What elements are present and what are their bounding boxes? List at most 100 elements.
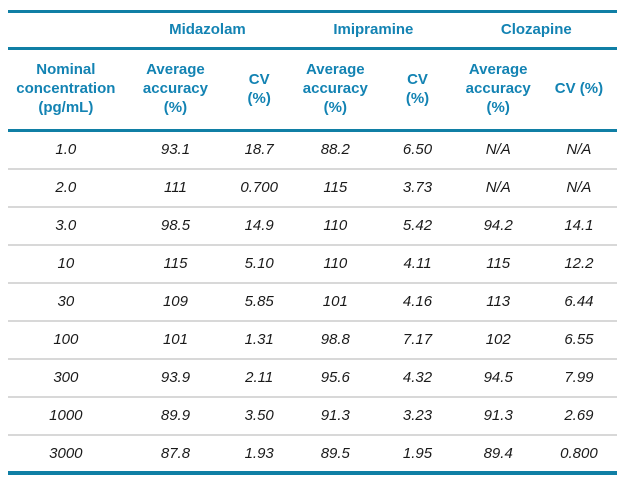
cell-imipramine-cv: 4.32: [402, 369, 433, 386]
cell-imipramine-accuracy: 89.5: [320, 444, 350, 462]
corner-blank-cell: [8, 12, 124, 49]
table-row: 3.0 98.5 14.9 110 5.42 94.2 14.1: [8, 206, 617, 245]
cell-midazolam-accuracy: 93.1: [160, 141, 191, 159]
cell-imipramine-cv: 4.16: [402, 293, 433, 310]
cell-midazolam-cv: 1.31: [244, 331, 274, 348]
cell-concentration: 30: [57, 293, 75, 310]
header-line: accuracy: [465, 80, 531, 98]
cell-midazolam-accuracy: 115: [163, 255, 188, 272]
header-line: CV: [407, 70, 428, 88]
table-row: 300 93.9 2.11 95.6 4.32 94.5 7.99: [8, 358, 617, 397]
column-header-nominal-concentration: Nominal concentration (pg/mL): [8, 49, 124, 131]
cell-concentration: 1000: [49, 407, 83, 424]
cell-concentration: 2.0: [55, 179, 77, 196]
cell-imipramine-accuracy: 91.3: [320, 407, 350, 424]
cell-midazolam-cv: 5.10: [244, 255, 274, 272]
cell-midazolam-accuracy: 101: [162, 331, 188, 348]
cell-imipramine-cv: 4.11: [403, 255, 432, 272]
column-header-clozapine-average-accuracy: Average accuracy (%): [456, 49, 541, 131]
table-row: 1000 89.9 3.50 91.3 3.23 91.3 2.69: [8, 396, 617, 435]
cell-midazolam-accuracy: 87.8: [160, 444, 191, 462]
header-line: CV (%): [554, 80, 604, 98]
accuracy-cv-table: Midazolam Imipramine Clozapine Nominal c…: [8, 10, 617, 475]
header-line: accuracy: [302, 80, 368, 98]
cell-clozapine-cv: N/A: [566, 179, 592, 196]
table-row: 1.0 93.1 18.7 88.2 6.50 N/A N/A: [8, 131, 617, 169]
cell-clozapine-cv: 2.69: [564, 407, 594, 424]
cell-concentration: 1.0: [55, 141, 77, 159]
header-line: Average: [305, 61, 365, 79]
cell-clozapine-accuracy: 89.4: [483, 444, 513, 462]
header-line: (%): [486, 98, 510, 116]
column-header-row: Nominal concentration (pg/mL) Average ac…: [8, 49, 617, 131]
cell-imipramine-cv: 6.50: [402, 141, 433, 159]
cell-clozapine-accuracy: 94.2: [483, 217, 513, 234]
cell-clozapine-cv: 6.44: [564, 293, 594, 310]
cell-clozapine-cv: 6.55: [564, 331, 594, 348]
cell-imipramine-cv: 1.95: [402, 444, 433, 462]
cell-midazolam-accuracy: 98.5: [160, 217, 191, 234]
cell-concentration: 300: [53, 369, 79, 386]
cell-midazolam-cv: 14.9: [244, 217, 274, 234]
header-line: (%): [163, 98, 188, 116]
header-line: Average: [146, 61, 205, 79]
cell-imipramine-accuracy: 110: [323, 217, 348, 234]
header-line: Average: [468, 61, 528, 79]
header-line: (pg/mL): [38, 98, 94, 116]
cell-clozapine-accuracy: N/A: [485, 179, 511, 196]
group-header-clozapine: Clozapine: [500, 20, 572, 38]
table-row: 2.0 111 0.700 115 3.73 N/A N/A: [8, 168, 617, 207]
cell-imipramine-accuracy: 98.8: [320, 331, 350, 348]
cell-clozapine-accuracy: 94.5: [483, 369, 513, 386]
cell-clozapine-accuracy: N/A: [485, 141, 511, 159]
table-row: 30 109 5.85 101 4.16 113 6.44: [8, 282, 617, 321]
cell-midazolam-accuracy: 109: [162, 293, 188, 310]
group-header-imipramine: Imipramine: [333, 20, 414, 38]
cell-imipramine-accuracy: 88.2: [320, 141, 350, 159]
cell-midazolam-accuracy: 111: [164, 179, 187, 196]
cell-midazolam-cv: 5.85: [244, 293, 274, 310]
column-header-midazolam-average-accuracy: Average accuracy (%): [124, 49, 228, 131]
drug-group-header-row: Midazolam Imipramine Clozapine: [8, 12, 617, 49]
cell-imipramine-cv: 5.42: [402, 217, 433, 234]
cell-midazolam-accuracy: 89.9: [160, 407, 191, 424]
cell-clozapine-cv: 12.2: [564, 255, 594, 272]
results-table-container: Midazolam Imipramine Clozapine Nominal c…: [8, 10, 617, 475]
cell-clozapine-accuracy: 91.3: [483, 407, 513, 424]
cell-clozapine-cv: N/A: [566, 141, 592, 159]
header-line: concentration: [16, 80, 116, 98]
cell-imipramine-accuracy: 95.6: [320, 369, 350, 386]
cell-clozapine-accuracy: 113: [486, 293, 511, 310]
cell-midazolam-cv: 18.7: [244, 141, 274, 159]
cell-concentration: 10: [57, 255, 75, 272]
cell-imipramine-accuracy: 101: [322, 293, 348, 310]
cell-midazolam-cv: 3.50: [244, 407, 274, 424]
header-line: (%): [405, 89, 430, 107]
cell-concentration: 100: [53, 331, 79, 348]
cell-imipramine-cv: 3.23: [402, 407, 433, 424]
cell-imipramine-cv: 7.17: [402, 331, 433, 348]
table-row: 100 101 1.31 98.8 7.17 102 6.55: [8, 320, 617, 359]
table-row: 3000 87.8 1.93 89.5 1.95 89.4 0.800: [8, 434, 617, 473]
group-header-midazolam: Midazolam: [169, 20, 246, 38]
table-row: 10 115 5.10 110 4.11 115 12.2: [8, 244, 617, 283]
header-line: (%): [247, 89, 271, 107]
cell-midazolam-accuracy: 93.9: [160, 369, 191, 386]
cell-clozapine-accuracy: 102: [485, 331, 511, 348]
cell-midazolam-cv: 2.11: [245, 369, 274, 386]
cell-imipramine-cv: 3.73: [402, 179, 433, 196]
column-header-imipramine-cv: CV (%): [379, 49, 455, 131]
header-line: (%): [323, 98, 347, 116]
cell-clozapine-accuracy: 115: [486, 255, 511, 272]
column-header-imipramine-average-accuracy: Average accuracy (%): [291, 49, 379, 131]
column-header-midazolam-cv: CV (%): [227, 49, 291, 131]
cell-imipramine-accuracy: 115: [323, 179, 348, 196]
cell-concentration: 3000: [49, 444, 83, 462]
column-header-clozapine-cv: CV (%): [541, 49, 617, 131]
cell-clozapine-cv: 7.99: [564, 369, 594, 386]
cell-clozapine-cv: 14.1: [564, 217, 594, 234]
cell-concentration: 3.0: [55, 217, 77, 234]
cell-midazolam-cv: 0.700: [240, 179, 278, 196]
header-line: accuracy: [142, 80, 208, 98]
cell-imipramine-accuracy: 110: [323, 255, 348, 272]
